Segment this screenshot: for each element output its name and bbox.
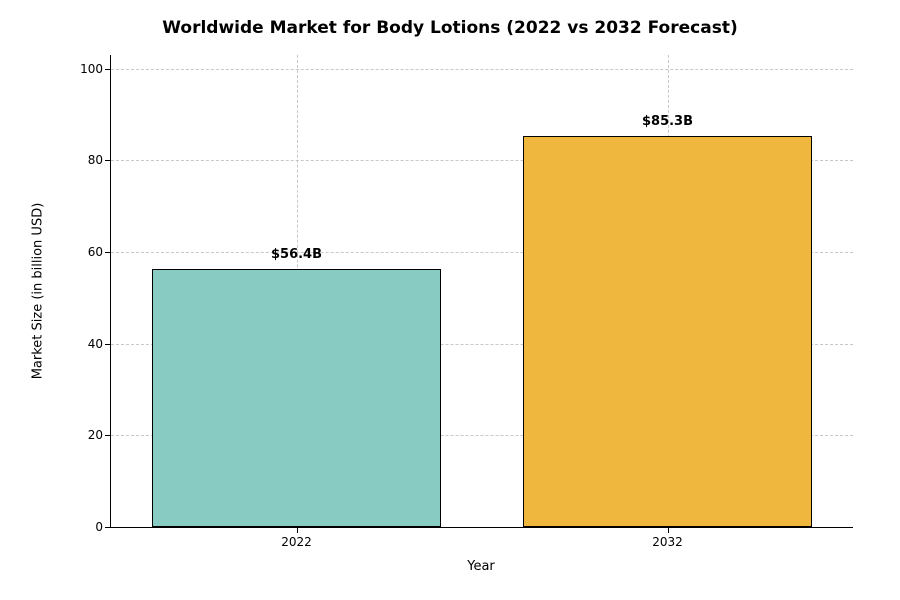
y-tick-mark (105, 69, 111, 70)
gridline-horizontal (111, 69, 853, 70)
y-tick-mark (105, 344, 111, 345)
bar (523, 136, 812, 527)
y-tick-mark (105, 527, 111, 528)
y-tick-label: 60 (63, 245, 103, 259)
y-tick-label: 20 (63, 428, 103, 442)
x-tick-label: 2032 (652, 535, 683, 549)
x-tick-label: 2022 (281, 535, 312, 549)
plot-area: 02040608010020222032$56.4B$85.3B (110, 55, 853, 528)
chart-container: Worldwide Market for Body Lotions (2022 … (0, 0, 900, 600)
y-tick-mark (105, 435, 111, 436)
bar-value-label: $85.3B (642, 114, 693, 129)
y-tick-label: 0 (63, 520, 103, 534)
y-tick-label: 40 (63, 337, 103, 351)
x-tick-mark (297, 527, 298, 533)
y-tick-mark (105, 252, 111, 253)
y-tick-label: 100 (63, 62, 103, 76)
bar-value-label: $56.4B (271, 247, 322, 262)
y-tick-label: 80 (63, 153, 103, 167)
x-axis-label: Year (467, 559, 495, 574)
y-axis-label: Market Size (in billion USD) (31, 203, 46, 380)
bar (152, 269, 441, 527)
x-tick-mark (668, 527, 669, 533)
y-tick-mark (105, 160, 111, 161)
chart-title: Worldwide Market for Body Lotions (2022 … (0, 18, 900, 38)
